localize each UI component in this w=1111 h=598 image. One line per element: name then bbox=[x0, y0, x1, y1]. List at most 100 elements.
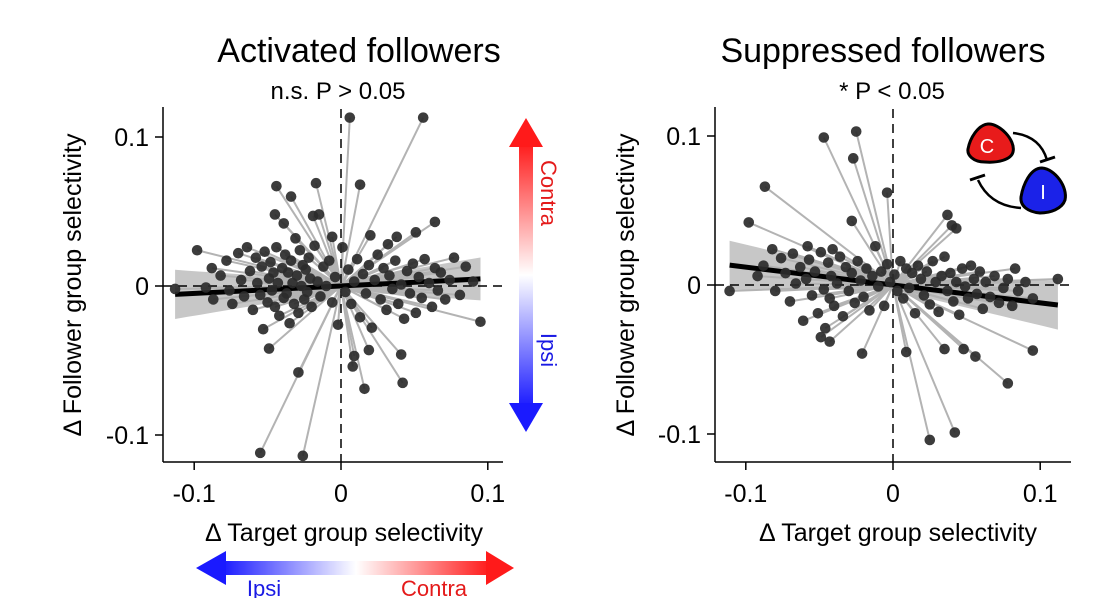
data-point bbox=[265, 256, 276, 268]
data-point bbox=[416, 292, 428, 304]
data-point bbox=[815, 246, 827, 258]
data-point bbox=[268, 267, 279, 278]
data-point bbox=[959, 281, 971, 292]
data-point bbox=[780, 267, 791, 279]
data-point bbox=[285, 255, 297, 266]
data-point bbox=[351, 253, 363, 265]
selectivity-arrow-horizontal bbox=[196, 551, 514, 585]
data-point bbox=[924, 299, 936, 310]
data-point bbox=[1012, 285, 1024, 297]
data-point bbox=[387, 283, 398, 295]
data-point bbox=[752, 270, 763, 282]
data-point bbox=[348, 276, 360, 287]
data-point bbox=[794, 261, 806, 273]
data-point bbox=[401, 265, 413, 277]
data-point bbox=[423, 277, 435, 289]
contra-label-horizontal: Contra bbox=[401, 576, 468, 598]
data-point bbox=[200, 282, 212, 293]
chart-subtitle: * P < 0.05 bbox=[839, 78, 945, 105]
x-tick-label: -0.1 bbox=[724, 480, 767, 508]
data-point bbox=[291, 270, 303, 281]
x-tick-label: 0 bbox=[886, 480, 900, 508]
data-point bbox=[984, 291, 996, 303]
data-point bbox=[395, 349, 407, 360]
data-point bbox=[274, 310, 285, 322]
chart-title: Suppressed followers bbox=[720, 32, 1045, 70]
data-point bbox=[962, 293, 974, 304]
circuit-inset: C I bbox=[966, 122, 1067, 215]
y-axis-label: Δ Follower group selectivity bbox=[612, 133, 640, 436]
data-point bbox=[948, 296, 959, 307]
inhibit-bar-i-to-c bbox=[969, 173, 986, 182]
data-point bbox=[294, 244, 306, 256]
data-point bbox=[410, 227, 422, 238]
data-point bbox=[344, 112, 356, 123]
data-point bbox=[822, 257, 834, 268]
spoke-line bbox=[850, 220, 894, 286]
spoke-line bbox=[892, 284, 931, 441]
data-point bbox=[965, 260, 977, 271]
data-point bbox=[827, 243, 838, 255]
chart-subtitle: n.s. P > 0.05 bbox=[271, 78, 406, 105]
data-point bbox=[847, 153, 859, 164]
data-point bbox=[206, 262, 218, 274]
data-point bbox=[363, 344, 375, 356]
contra-population-icon bbox=[966, 122, 1015, 164]
data-point bbox=[354, 311, 366, 323]
data-point bbox=[815, 331, 827, 343]
data-point bbox=[834, 251, 846, 262]
data-point bbox=[802, 240, 813, 252]
data-point bbox=[224, 285, 235, 296]
data-point bbox=[238, 291, 250, 302]
x-axis-label: Δ Target group selectivity bbox=[759, 519, 1037, 547]
spoke-line bbox=[892, 284, 956, 433]
data-point bbox=[918, 290, 930, 301]
data-point bbox=[321, 280, 332, 292]
data-point bbox=[300, 264, 312, 275]
data-point bbox=[852, 255, 863, 267]
spoke-line bbox=[301, 285, 342, 457]
data-point bbox=[391, 231, 403, 243]
data-point bbox=[357, 268, 369, 280]
ipsi-population-icon bbox=[1019, 166, 1067, 215]
data-point bbox=[1002, 378, 1014, 389]
data-point bbox=[169, 283, 181, 295]
x-tick-label: -0.1 bbox=[173, 480, 216, 508]
data-point bbox=[359, 383, 370, 395]
data-point bbox=[310, 177, 322, 189]
data-point bbox=[303, 252, 315, 263]
data-point bbox=[345, 298, 357, 310]
data-point bbox=[439, 294, 451, 305]
data-point bbox=[818, 132, 830, 143]
data-point bbox=[974, 266, 986, 277]
data-point bbox=[372, 249, 384, 261]
data-point bbox=[812, 308, 824, 319]
data-point bbox=[958, 343, 969, 355]
inhibit-arrow-c-to-i bbox=[1012, 131, 1049, 161]
data-point bbox=[989, 270, 1000, 282]
spoke-line bbox=[268, 285, 342, 350]
data-point bbox=[784, 296, 796, 307]
data-point bbox=[241, 241, 253, 253]
data-point bbox=[766, 243, 778, 255]
data-point bbox=[407, 258, 419, 269]
data-point bbox=[337, 241, 348, 253]
data-point bbox=[435, 267, 447, 278]
data-point bbox=[250, 252, 262, 263]
data-point bbox=[413, 271, 425, 283]
data-point bbox=[797, 315, 809, 327]
data-point bbox=[256, 261, 268, 272]
data-point bbox=[809, 266, 821, 277]
data-point bbox=[849, 297, 861, 309]
inhibit-bar-c-to-i bbox=[1039, 155, 1056, 164]
data-point bbox=[284, 317, 295, 329]
data-point bbox=[382, 238, 394, 250]
arrow-head-down bbox=[509, 403, 543, 432]
data-point bbox=[846, 267, 858, 279]
data-point bbox=[281, 288, 292, 299]
data-point bbox=[323, 255, 335, 266]
data-point bbox=[906, 267, 918, 279]
data-point bbox=[977, 303, 989, 315]
data-point bbox=[293, 367, 304, 378]
